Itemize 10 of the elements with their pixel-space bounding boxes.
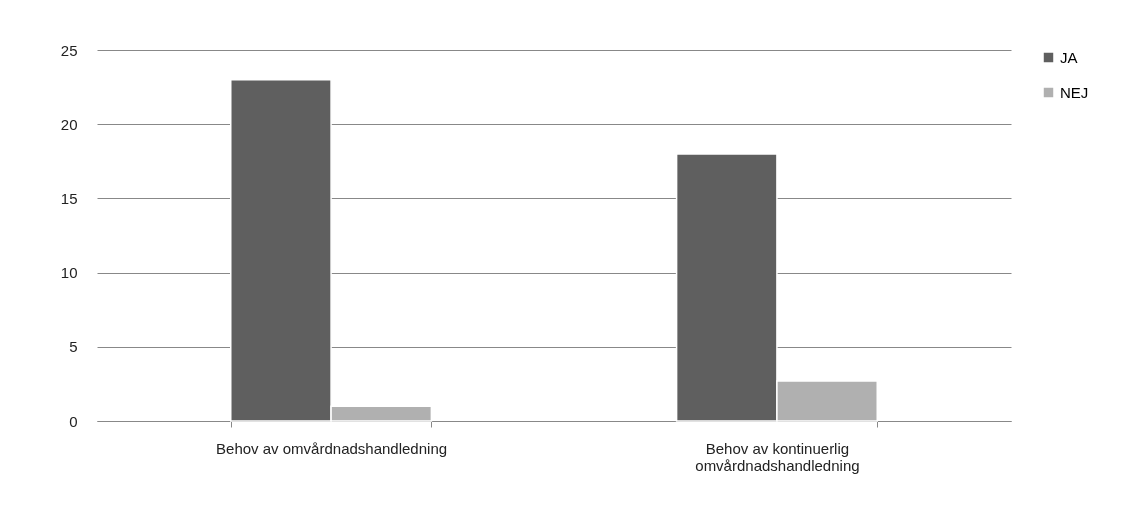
y-tick-label: 0: [69, 412, 78, 430]
y-tick-label: 15: [60, 189, 78, 207]
x-tick-label: Behov av kontinuerlig omvårdnadshandledning: [695, 439, 860, 474]
y-tick-label: 20: [60, 115, 78, 133]
x-tick-label: Behov av omvårdnadshandledning: [216, 439, 448, 457]
y-tick-label: 5: [69, 338, 78, 356]
y-tick-label: 10: [60, 264, 78, 282]
legend-label: NEJ: [1060, 83, 1089, 101]
legend-label: JA: [1060, 48, 1078, 66]
y-tick-label: 25: [60, 41, 78, 59]
